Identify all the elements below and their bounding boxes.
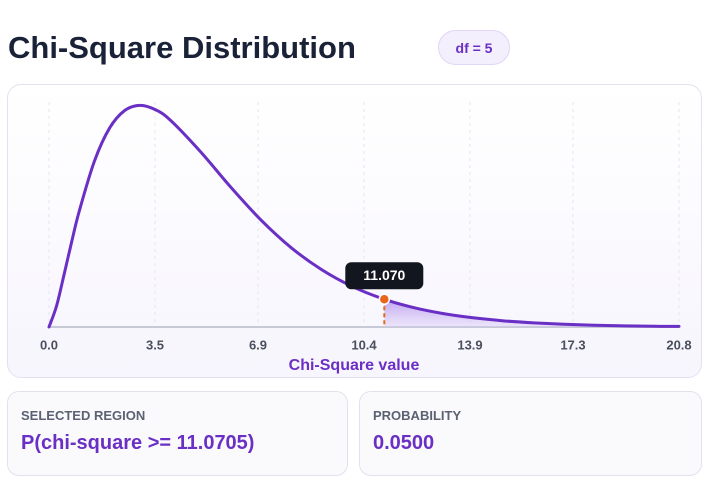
tooltip-label: 11.070 bbox=[363, 267, 405, 283]
critical-point bbox=[378, 293, 391, 306]
x-tick-label: 13.9 bbox=[457, 337, 482, 352]
df-badge: df = 5 bbox=[438, 30, 510, 65]
title: Chi-Square Distribution bbox=[8, 30, 356, 65]
region-card: SELECTED REGION P(chi-square >= 11.0705) bbox=[7, 391, 348, 476]
x-tick-label: 3.5 bbox=[146, 337, 164, 352]
x-tick-label: 0.0 bbox=[40, 337, 58, 352]
probability-card: PROBABILITY 0.0500 bbox=[359, 391, 702, 476]
card-label: SELECTED REGION bbox=[21, 408, 146, 423]
x-tick-label: 20.8 bbox=[666, 337, 691, 352]
card-value: P(chi-square >= 11.0705) bbox=[21, 432, 255, 454]
pdf-line bbox=[47, 103, 681, 329]
x-axis-label: Chi-Square value bbox=[289, 357, 420, 374]
x-tick-label: 10.4 bbox=[351, 337, 377, 352]
tail-area bbox=[384, 299, 679, 327]
x-tick-label: 6.9 bbox=[249, 337, 267, 352]
card-value: 0.0500 bbox=[373, 432, 435, 454]
tooltip bbox=[345, 262, 424, 290]
x-tick-label: 17.3 bbox=[560, 337, 585, 352]
chart-panel bbox=[7, 84, 702, 378]
card-label: PROBABILITY bbox=[373, 408, 462, 423]
